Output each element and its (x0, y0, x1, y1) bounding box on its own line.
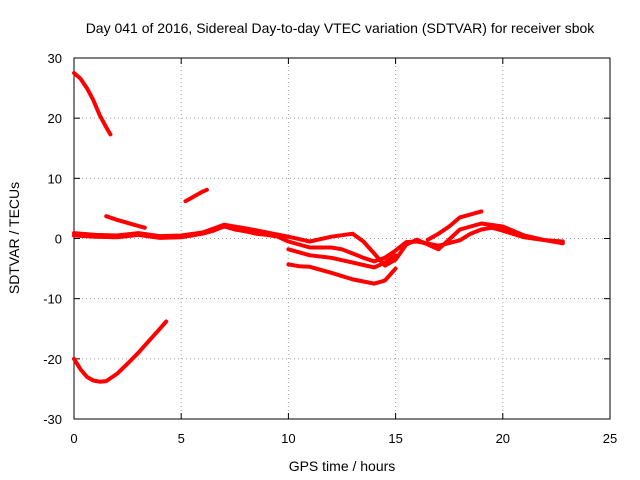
series-line-arc-2 (72, 319, 169, 384)
y-tick-label: 20 (48, 111, 62, 126)
x-tick-label: 5 (178, 431, 185, 446)
series-line-arc-7 (286, 262, 398, 286)
x-tick-label: 15 (388, 431, 402, 446)
y-axis-label: SDTVAR / TECUs (6, 182, 22, 294)
x-tick-label: 0 (70, 431, 77, 446)
y-tick-label: 30 (48, 51, 62, 66)
series-line-arc-1 (72, 71, 113, 137)
y-axis: -30 -20 -10 0 10 20 30 (43, 51, 610, 427)
x-tick-label: 10 (281, 431, 295, 446)
series-line-arc-4 (183, 187, 209, 204)
series-group (72, 71, 565, 384)
x-tick-label: 25 (603, 431, 617, 446)
x-axis-label: GPS time / hours (289, 458, 396, 474)
series-line-arc-3 (104, 214, 147, 230)
x-axis: 0 5 10 15 20 25 (70, 58, 617, 446)
series-line-arc-9 (425, 209, 484, 242)
series-line-arc-6 (72, 221, 565, 268)
y-tick-label: -10 (43, 292, 62, 307)
x-tick-label: 20 (496, 431, 510, 446)
y-tick-label: -30 (43, 412, 62, 427)
series-line-arc-8 (286, 247, 398, 270)
y-tick-label: 10 (48, 171, 62, 186)
y-tick-label: -20 (43, 352, 62, 367)
y-tick-label: 0 (55, 232, 62, 247)
grid-lines (74, 58, 610, 419)
chart-title: Day 041 of 2016, Sidereal Day-to-day VTE… (86, 20, 596, 36)
